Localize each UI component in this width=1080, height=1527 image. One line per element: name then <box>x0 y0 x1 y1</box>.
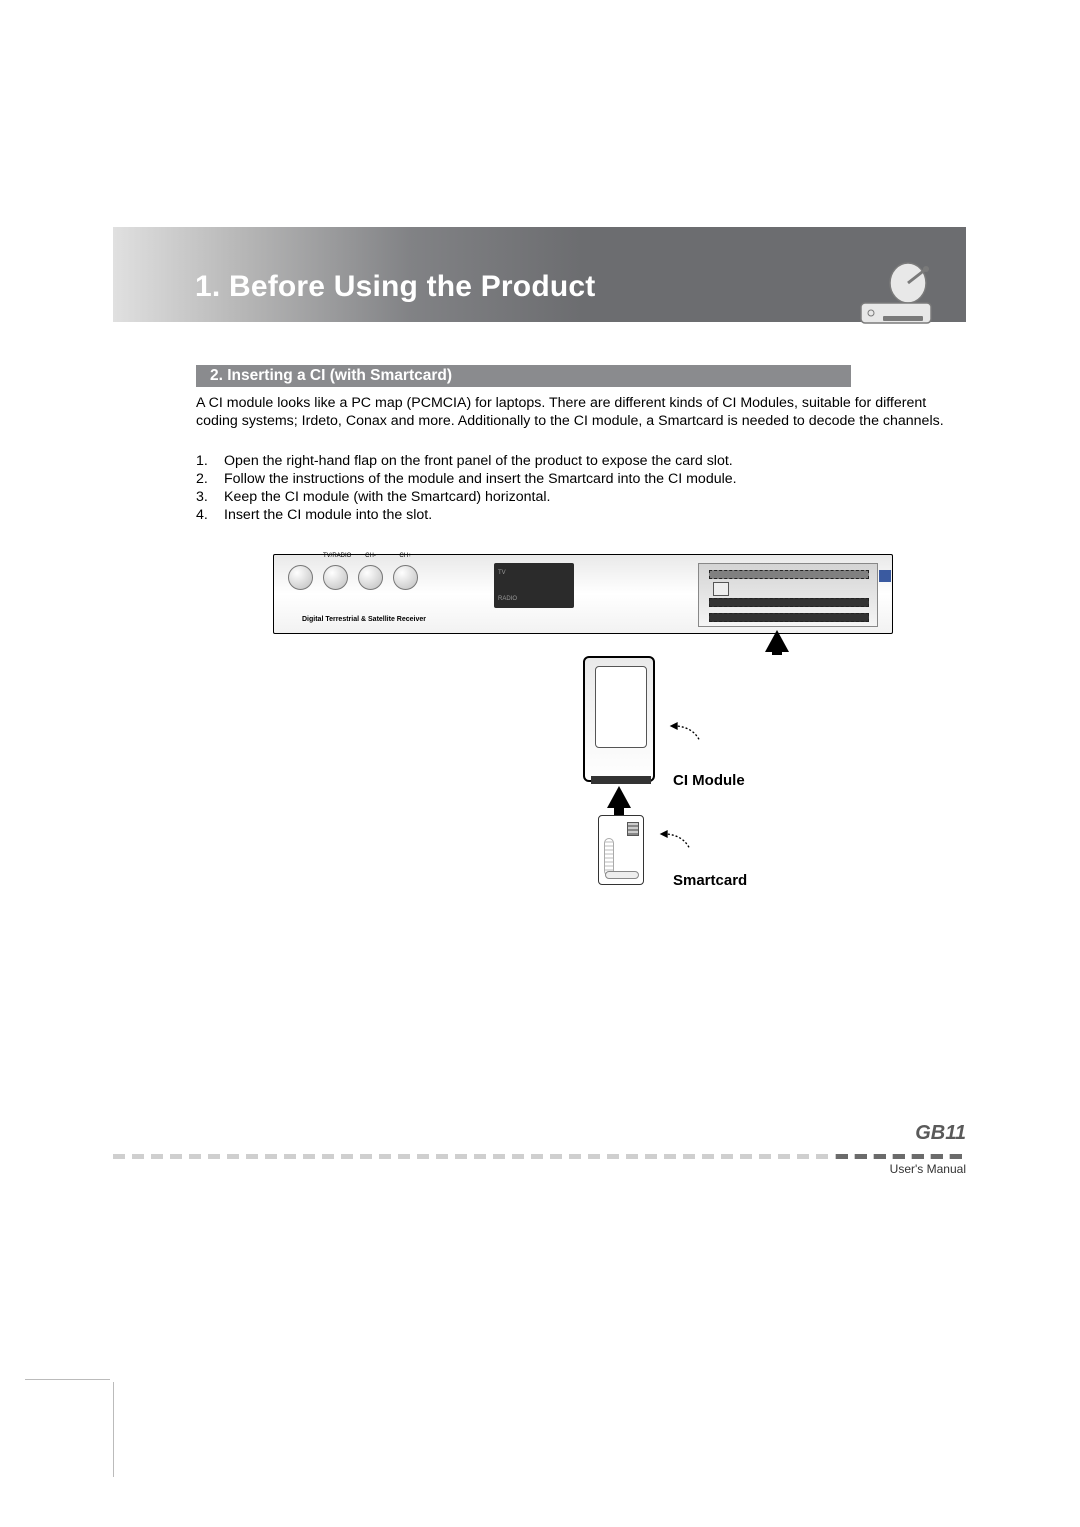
receiver-display: TV RADIO <box>494 563 574 608</box>
section-intro-text: A CI module looks like a PC map (PCMCIA)… <box>196 394 966 430</box>
footer-dash-rule <box>113 1154 966 1159</box>
button-label: CH+ <box>393 553 418 559</box>
diagram-area: TV/RADIO CH- CH+ Digital Terrestrial & S… <box>273 554 893 634</box>
button-label <box>288 553 313 559</box>
step-number: 3. <box>196 488 224 506</box>
card-slot <box>709 613 869 622</box>
page-number: GB11 <box>915 1122 966 1145</box>
ci-module-connector <box>591 776 651 784</box>
smartcard-illustration <box>598 815 644 885</box>
display-line: TV <box>498 569 570 577</box>
ch-up-knob <box>393 565 418 590</box>
receiver-front-panel: TV/RADIO CH- CH+ Digital Terrestrial & S… <box>273 554 893 634</box>
receiver-dish-icon <box>853 261 938 326</box>
step-text: Insert the CI module into the slot. <box>224 506 432 524</box>
page: 1. Before Using the Product 2. Inserting… <box>113 0 966 1527</box>
ci-module-label: CI Module <box>673 772 745 789</box>
ch-down-knob <box>358 565 383 590</box>
display-line: RADIO <box>498 595 570 603</box>
tvradio-knob <box>323 565 348 590</box>
button-label: CH- <box>358 553 383 559</box>
smartcard-label: Smartcard <box>673 872 747 889</box>
step-item: 1.Open the right-hand flap on the front … <box>196 452 966 470</box>
crop-mark-horizontal <box>25 1379 110 1380</box>
dotted-arrow-icon <box>665 722 705 742</box>
section-title: 2. Inserting a CI (with Smartcard) <box>210 367 452 384</box>
smartcard-chip <box>627 822 639 836</box>
button-label-row: TV/RADIO CH- CH+ <box>288 553 458 559</box>
arrow-stem <box>772 651 782 655</box>
card-slot <box>709 598 869 607</box>
step-number: 1. <box>196 452 224 470</box>
power-knob <box>288 565 313 590</box>
arrow-up-icon <box>765 630 789 652</box>
step-text: Keep the CI module (with the Smartcard) … <box>224 488 550 506</box>
steps-list: 1.Open the right-hand flap on the front … <box>196 452 966 524</box>
step-text: Follow the instructions of the module an… <box>224 470 737 488</box>
button-label: TV/RADIO <box>323 553 348 559</box>
knob-row <box>288 565 418 590</box>
receiver-subtitle: Digital Terrestrial & Satellite Receiver <box>302 616 426 623</box>
arrow-stem <box>614 807 624 815</box>
section-title-bar: 2. Inserting a CI (with Smartcard) <box>196 365 851 387</box>
step-item: 4.Insert the CI module into the slot. <box>196 506 966 524</box>
step-number: 4. <box>196 506 224 524</box>
arrow-up-icon <box>607 786 631 808</box>
step-item: 3.Keep the CI module (with the Smartcard… <box>196 488 966 506</box>
step-number: 2. <box>196 470 224 488</box>
smartcard-bar <box>605 871 639 879</box>
card-slot-panel <box>698 563 878 627</box>
footer-doc-label: User's Manual <box>890 1162 966 1176</box>
chapter-header: 1. Before Using the Product <box>113 227 966 322</box>
ci-module-body <box>595 666 647 748</box>
chapter-title: 1. Before Using the Product <box>195 270 595 304</box>
ci-module-illustration <box>583 656 655 782</box>
step-text: Open the right-hand flap on the front pa… <box>224 452 733 470</box>
card-slot <box>709 570 869 579</box>
dotted-arrow-icon <box>655 830 695 850</box>
step-item: 2.Follow the instructions of the module … <box>196 470 966 488</box>
eject-icon <box>713 582 729 596</box>
panel-flap-handle <box>879 570 891 582</box>
